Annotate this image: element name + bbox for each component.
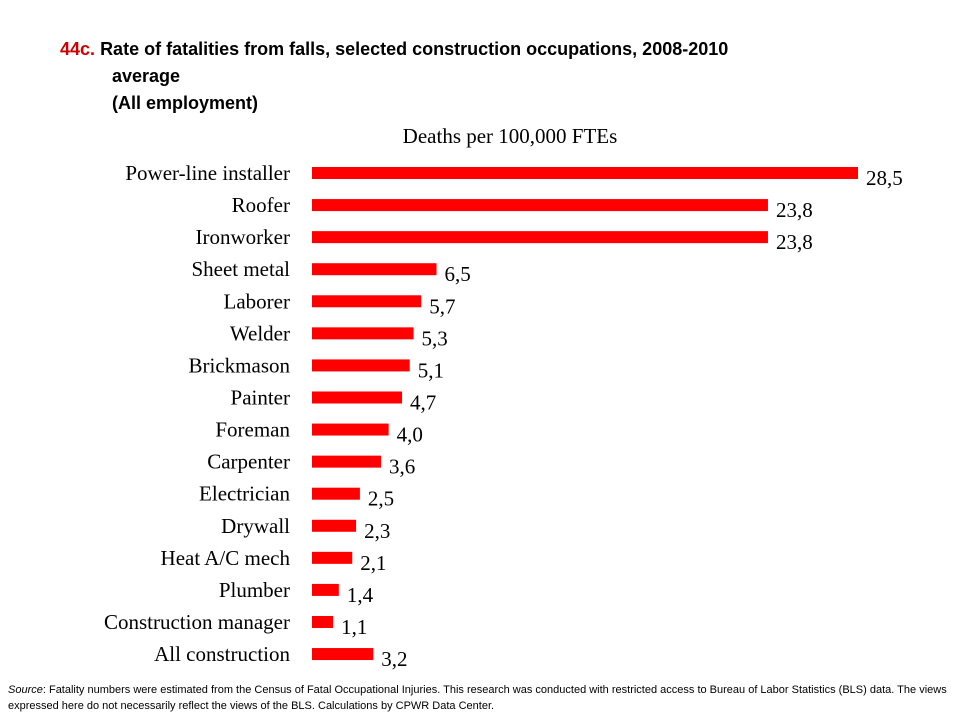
source-text: : Fatality numbers were estimated from t…	[8, 684, 947, 712]
data-label: 28,5	[866, 166, 903, 190]
bar	[312, 391, 403, 404]
chart-title-line-1: 44c. Rate of fatalities from falls, sele…	[60, 36, 920, 63]
data-label: 2,1	[360, 551, 386, 575]
bar	[312, 615, 334, 628]
category-label: All construction	[154, 642, 290, 666]
data-label: 2,5	[368, 487, 394, 511]
category-label: Ironworker	[196, 225, 290, 249]
bar	[312, 423, 389, 436]
category-label: Heat A/C mech	[161, 546, 291, 570]
data-label: 4,0	[397, 423, 423, 447]
data-label: 23,8	[776, 230, 813, 254]
bar	[312, 263, 437, 276]
data-label: 5,7	[429, 294, 455, 318]
category-label: Brickmason	[189, 353, 291, 377]
bar	[312, 199, 768, 212]
category-label: Welder	[230, 321, 290, 345]
bar	[312, 583, 339, 596]
category-label: Construction manager	[104, 610, 290, 634]
bar	[312, 519, 357, 532]
category-label: Sheet metal	[191, 257, 290, 281]
data-label: 23,8	[776, 198, 813, 222]
data-label: 1,1	[341, 615, 367, 639]
data-label: 5,1	[418, 358, 444, 382]
bar	[312, 327, 414, 340]
category-label: Power-line installer	[125, 161, 290, 185]
data-label: 4,7	[410, 390, 436, 414]
bar	[312, 455, 381, 468]
data-label: 1,4	[347, 583, 374, 607]
chart-title-block: 44c. Rate of fatalities from falls, sele…	[60, 36, 920, 117]
category-label: Roofer	[232, 193, 290, 217]
chart-number: 44c.	[60, 39, 96, 59]
chart-subtitle: Deaths per 100,000 FTEs	[402, 124, 618, 148]
data-label: 3,6	[389, 455, 415, 479]
bar	[312, 231, 768, 244]
category-label: Foreman	[215, 418, 290, 442]
bar	[312, 551, 353, 564]
source-label: Source	[8, 684, 43, 696]
category-label: Electrician	[199, 482, 290, 506]
category-label: Laborer	[224, 289, 290, 313]
bar	[312, 487, 360, 500]
bar	[312, 295, 422, 308]
source-note: Source: Fatality numbers were estimated …	[8, 682, 948, 714]
category-label: Plumber	[219, 578, 290, 602]
chart-title-line-3: (All employment)	[112, 93, 259, 113]
bar	[312, 167, 858, 179]
data-label: 5,3	[422, 326, 448, 350]
chart-title-line-2: average	[112, 66, 181, 86]
bar	[312, 648, 374, 661]
data-label: 2,3	[364, 519, 390, 543]
category-label: Carpenter	[207, 450, 290, 474]
data-label: 6,5	[445, 262, 471, 286]
category-label: Painter	[231, 385, 290, 409]
bar-chart: Power-line installer 28,5 Roofer 23,8 Ironwo…	[104, 161, 903, 670]
data-label: 3,2	[381, 647, 407, 670]
bar	[312, 359, 410, 372]
category-label: Drywall	[221, 514, 290, 538]
chart-title-text: Rate of fatalities from falls, selected …	[100, 39, 729, 59]
